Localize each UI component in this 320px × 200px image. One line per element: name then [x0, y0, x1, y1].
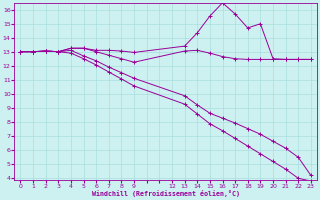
X-axis label: Windchill (Refroidissement éolien,°C): Windchill (Refroidissement éolien,°C) — [92, 190, 240, 197]
